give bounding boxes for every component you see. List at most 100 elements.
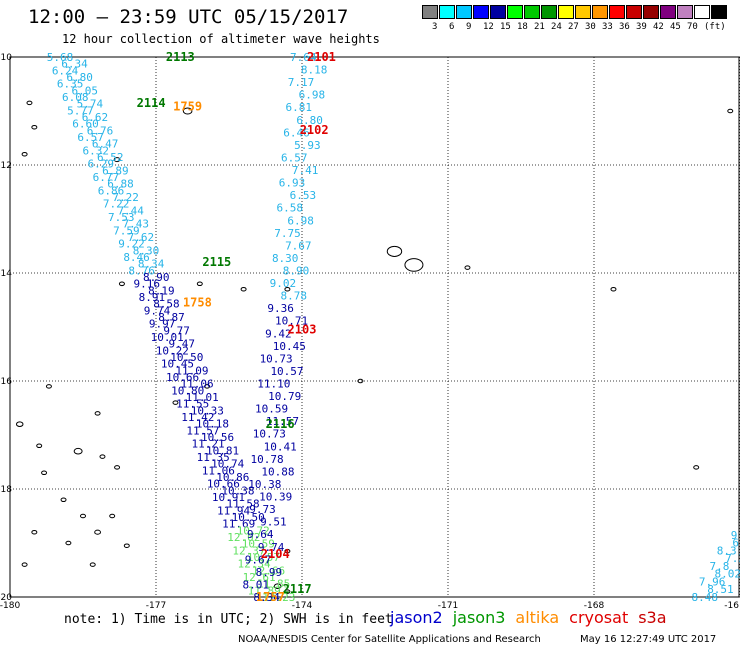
lon-tick-label: -174 xyxy=(292,601,313,611)
wave-height-value: 7.75 xyxy=(274,227,301,240)
wave-height-value: 10.57 xyxy=(270,365,303,378)
wave-height-value: 6.58 xyxy=(276,202,303,215)
wave-height-value: 9.22 xyxy=(118,238,145,251)
scale-label: 24 xyxy=(551,22,562,32)
wave-height-value: 10.22 xyxy=(156,344,189,357)
wave-height-value: 6.60 xyxy=(72,118,99,131)
wave-height-value: 11.21 xyxy=(192,438,225,451)
scale-label: 3 xyxy=(432,22,438,32)
island-outline xyxy=(31,124,38,130)
wave-height-value: 7.22 xyxy=(103,198,130,211)
wave-height-value: 6.47 xyxy=(92,138,119,151)
wave-height-value: 10.39 xyxy=(259,491,292,504)
scale-label: 18 xyxy=(517,22,528,32)
map-subtitle: 12 hour collection of altimeter wave hei… xyxy=(62,32,380,46)
island-outline xyxy=(204,384,211,389)
wave-height-value: 11.35 xyxy=(197,451,230,464)
pass-time-label: 2102 xyxy=(300,123,329,137)
lon-tick-label: -171 xyxy=(438,601,458,611)
wave-height-value: 11.01 xyxy=(186,391,219,404)
scale-swatch xyxy=(507,5,523,19)
wave-height-value: 10.80 xyxy=(171,384,204,397)
satellite-legend: jason2 jason3 altika cryosat s3a xyxy=(390,608,677,627)
island-outline xyxy=(15,421,24,427)
wave-height-value: 10.45 xyxy=(161,358,194,371)
scale-swatch xyxy=(643,5,659,19)
island-outline xyxy=(73,447,83,455)
wave-height-value: 8.34 xyxy=(253,591,280,604)
wave-height-value: 10.59 xyxy=(242,538,275,551)
wave-height-value: 10.33 xyxy=(191,404,224,417)
wave-height-value: 8.51 xyxy=(707,583,734,596)
scale-swatch xyxy=(677,5,693,19)
wave-height-value: 7.22 xyxy=(112,191,139,204)
scale-label: 12 xyxy=(483,22,494,32)
wave-height-value: 8.48 xyxy=(692,591,719,604)
scale-label: 21 xyxy=(534,22,545,32)
wave-height-value: 10.59 xyxy=(255,403,288,416)
scale-swatch xyxy=(439,5,455,19)
wave-height-value: 10.88 xyxy=(261,465,294,478)
wave-height-value: 9.74 xyxy=(258,541,285,554)
scale-swatch xyxy=(558,5,574,19)
scale-swatch xyxy=(541,5,557,19)
wave-height-value: 9.77 xyxy=(163,324,190,337)
wave-height-value: 10.86 xyxy=(216,471,249,484)
island-outline xyxy=(240,286,247,292)
wave-height-value: 7.41 xyxy=(292,164,319,177)
wave-height-value: 11.55 xyxy=(176,398,209,411)
wave-height-value: 8.3 xyxy=(717,544,737,557)
wave-height-value: 10.78 xyxy=(251,453,284,466)
wave-height-value: 11.42 xyxy=(181,411,214,424)
satellite-name: s3a xyxy=(638,608,667,627)
wave-height-value: 7.43 xyxy=(123,218,150,231)
wave-height-value: 10.38 xyxy=(248,478,281,491)
island-outline xyxy=(284,589,291,594)
scale-label: 42 xyxy=(653,22,664,32)
wave-height-value: 5.74 xyxy=(77,98,104,111)
wave-height-value: 10.56 xyxy=(201,431,234,444)
scale-swatch xyxy=(660,5,676,19)
wave-height-value: 10.74 xyxy=(211,458,244,471)
scale-label: (ft) xyxy=(704,22,726,32)
wave-height-value: 5.93 xyxy=(294,139,321,152)
wave-height-value: 7.59 xyxy=(113,224,140,237)
wave-height-value: 12.66 xyxy=(252,564,285,577)
scale-swatch xyxy=(524,5,540,19)
wave-height-value: 10.66 xyxy=(207,478,240,491)
wave-height-value: 10.01 xyxy=(151,331,184,344)
scale-swatch xyxy=(609,5,625,19)
pass-time-label: 2115 xyxy=(202,255,231,269)
wave-height-value: 7.3 xyxy=(725,552,740,565)
wave-height-value: 10.66 xyxy=(166,371,199,384)
wave-height-value: 10.73 xyxy=(253,428,286,441)
wave-height-value: 6.76 xyxy=(87,124,114,137)
wave-height-value: 9.74 xyxy=(144,304,171,317)
wave-height-value: 11.58 xyxy=(226,498,259,511)
wave-height-value: 6.80 xyxy=(296,114,323,127)
pass-time-label: 2103 xyxy=(288,323,317,337)
wave-height-value: 10.79 xyxy=(268,390,301,403)
scale-label: 36 xyxy=(619,22,630,32)
wave-height-value: 7.96 xyxy=(699,575,726,588)
wave-height-value: 7.67 xyxy=(285,239,312,252)
scale-swatch xyxy=(626,5,642,19)
pass-time-label: 2101 xyxy=(307,50,336,64)
pass-time-label: 1758 xyxy=(183,296,212,310)
wave-height-value: 5.77 xyxy=(67,104,94,117)
wave-height-value: 5.68 xyxy=(47,51,74,64)
wave-height-value: 6.29 xyxy=(88,158,115,171)
island-outline xyxy=(45,384,52,389)
wave-height-value: 10.18 xyxy=(196,418,229,431)
wave-height-value: 9 xyxy=(731,529,738,542)
wave-height-value: 8.01 xyxy=(243,578,270,591)
wave-height-value: 6.93 xyxy=(279,177,306,190)
wave-height-value: 12.37 xyxy=(232,544,265,557)
wave-height-value: 10.57 xyxy=(247,551,280,564)
wave-height-value: 12.02 xyxy=(227,531,260,544)
wave-height-value: 8.46 xyxy=(123,251,150,264)
scale-label: 39 xyxy=(636,22,647,32)
island-outline xyxy=(610,286,617,292)
wave-height-value: 6.34 xyxy=(61,58,88,71)
satellite-name: cryosat xyxy=(569,608,629,627)
